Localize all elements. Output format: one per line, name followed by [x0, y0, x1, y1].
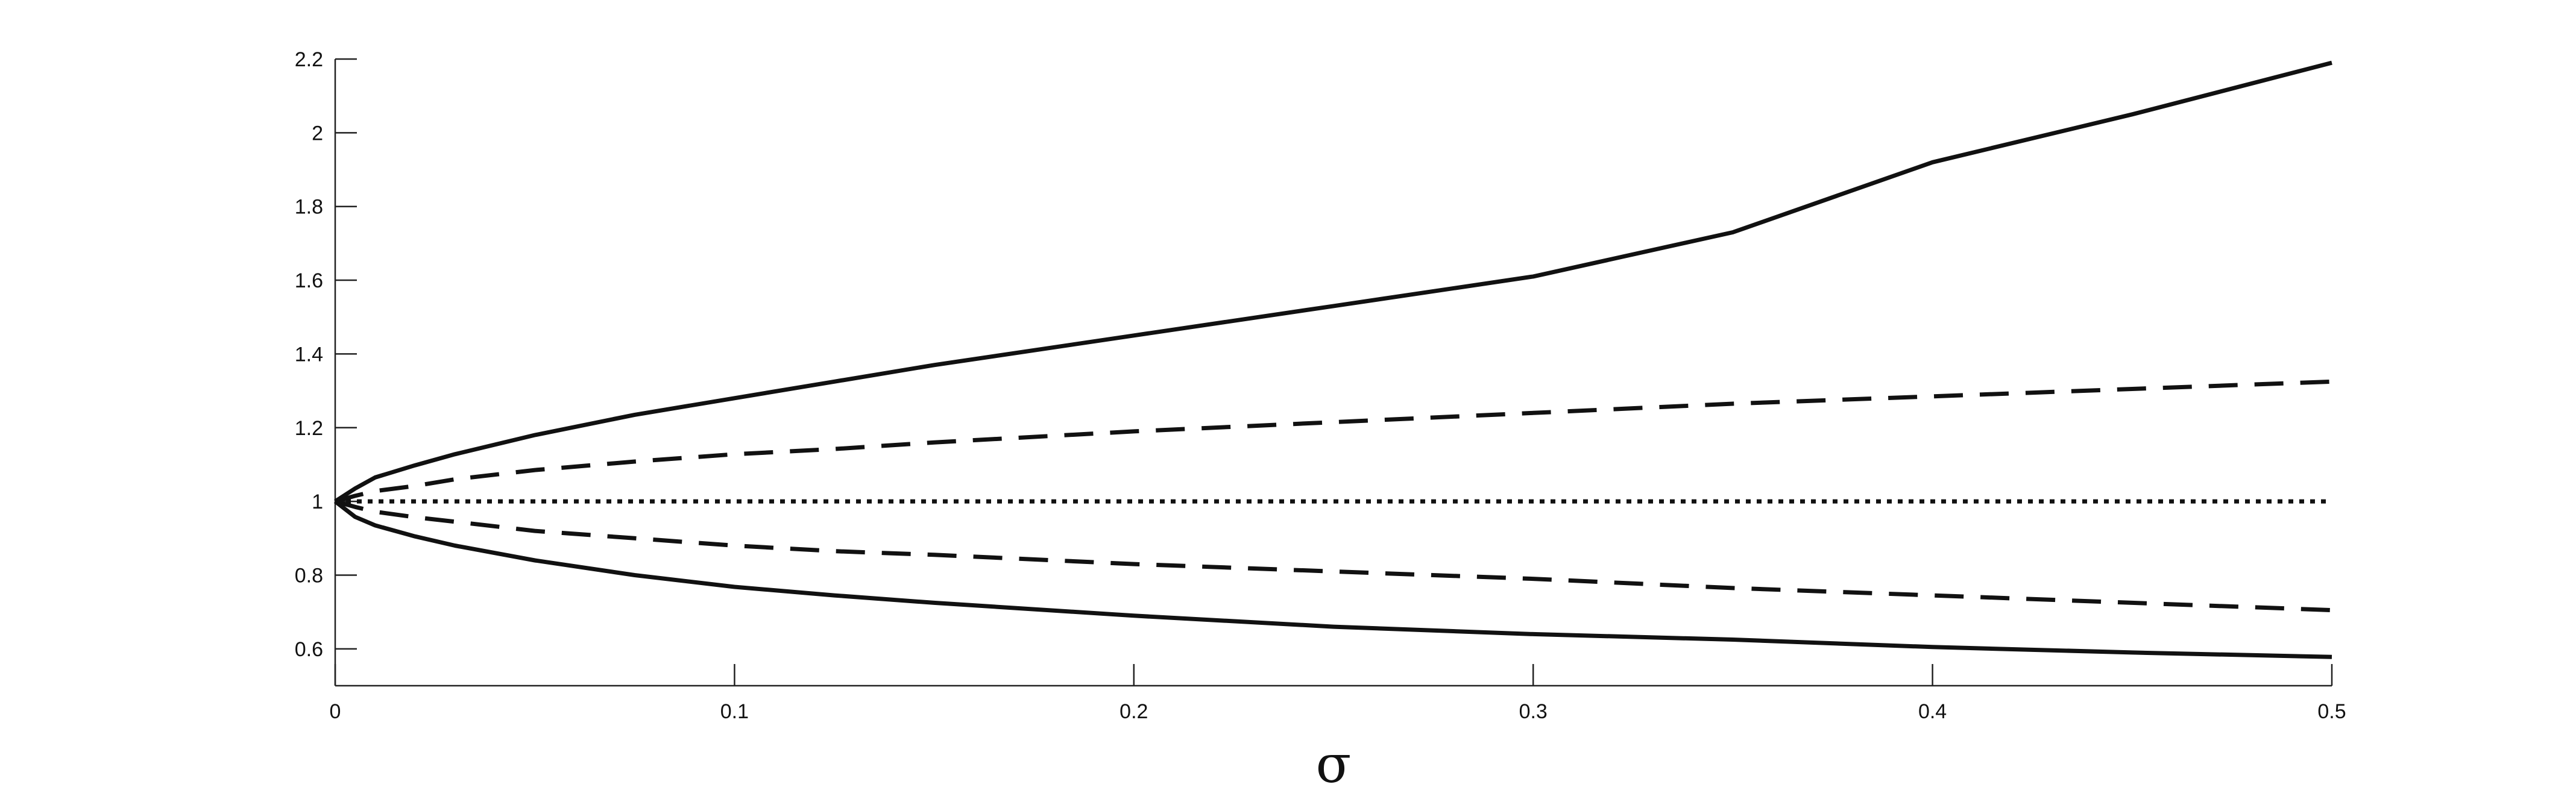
x-tick-label: 0.1: [720, 700, 749, 723]
y-tick-label: 1: [312, 490, 323, 513]
series-line-5-solid: [333, 500, 2332, 659]
x-tick-label: 0.2: [1120, 700, 1148, 723]
y-tick-label: 2: [312, 122, 323, 145]
y-tick-label: 0.8: [295, 564, 323, 587]
y-tick-label: 1.2: [295, 417, 323, 440]
x-tick-label: 0: [330, 700, 341, 723]
y-tick-label: 1.6: [295, 269, 323, 292]
y-tick-label: 0.6: [295, 638, 323, 661]
tick-labels: 0 0.1 0.2 0.3 0.4 0.5 0.6 0.8 1 1.2 1.4 1.6 1.8 2 2.2: [295, 48, 2346, 723]
axes: [334, 58, 2333, 687]
series-line-4-dashed: [335, 499, 2332, 613]
x-tick-label: 0.4: [1918, 700, 1947, 723]
x-tick-label: 0.5: [2317, 700, 2346, 723]
x-axis-title: σ: [1316, 735, 1352, 795]
y-tick-label: 1.4: [295, 343, 323, 366]
y-tick-label: 1.8: [295, 196, 323, 219]
series-group: [333, 60, 2332, 659]
x-tick-label: 0.3: [1519, 700, 1548, 723]
y-tick-label: 2.2: [295, 48, 323, 71]
series-line-2-dashed: [335, 379, 2332, 504]
series-line-1-solid: [334, 60, 2332, 504]
